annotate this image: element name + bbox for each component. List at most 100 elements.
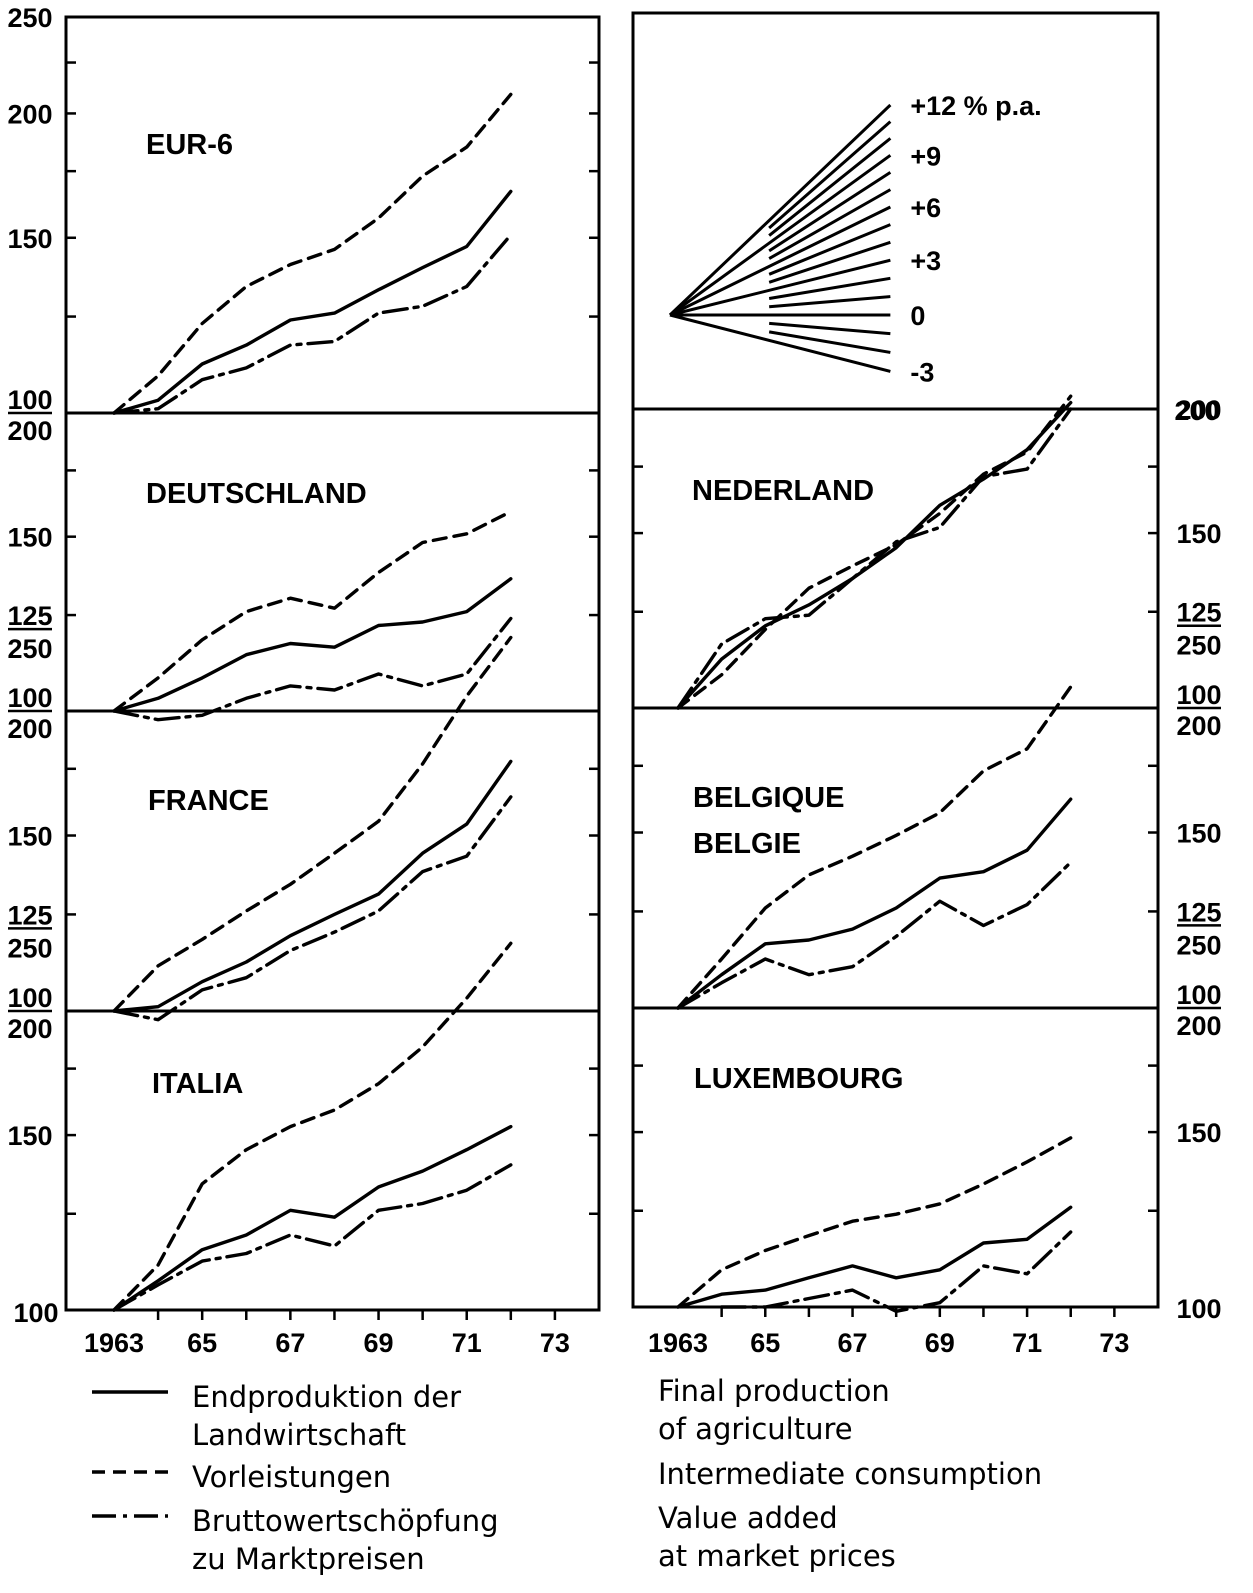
growth-rate-line [768, 276, 891, 300]
series-line-dash-dot [719, 1230, 1073, 1314]
x-tick-label: 67 [275, 1328, 305, 1358]
legend-swatches [92, 1390, 168, 1518]
y-tick-label: 200 [1176, 711, 1221, 741]
growth-rate-line [768, 240, 891, 284]
x-tick-label: 1963 [648, 1328, 708, 1358]
y-tick-label: 100 [7, 983, 52, 1013]
y-tick-label: 250 [1176, 930, 1221, 960]
series-line-dash-dot [676, 860, 1073, 1010]
series-line-dashed [112, 635, 513, 1013]
axis-labels: 1963 65 67 69 71 73 1963 65 67 69 71 73 250 200 150 150… [7, 3, 1221, 1358]
growth-rate-line [768, 188, 892, 260]
x-tick-label: 67 [838, 1328, 868, 1358]
growth-rate-line [769, 321, 891, 336]
growth-rate-line [768, 223, 891, 276]
panel-title: NEDERLAND [692, 475, 874, 507]
series-line-solid [676, 1205, 1073, 1309]
y-tick-label: 200 [7, 1014, 52, 1044]
x-tick-label: 69 [364, 1328, 394, 1358]
x-tick-label: 73 [540, 1328, 570, 1358]
growth-rate-line [768, 171, 892, 253]
series-line-solid [112, 189, 513, 415]
series-line-dashed [112, 509, 513, 713]
x-tick-label: 65 [187, 1328, 217, 1358]
y-tick-label: 125 [7, 900, 52, 930]
y-tick-label: 200 [1174, 396, 1219, 426]
panel-title: FRANCE [148, 785, 269, 817]
y-tick-label: 125 [1176, 598, 1221, 628]
y-tick-label: 250 [7, 3, 52, 33]
growth-rate-line [768, 137, 892, 237]
legend-de-final-production: Endproduktion der Landwirtschaft [192, 1380, 462, 1452]
x-tick-label: 71 [452, 1328, 482, 1358]
growth-rate-line [669, 258, 891, 317]
y-tick-label: 125 [1176, 897, 1221, 927]
series-line-dashed [112, 92, 513, 415]
x-tick-label: 71 [1012, 1328, 1042, 1358]
y-tick-label: 100 [1176, 980, 1221, 1010]
y-tick-label: 125 [7, 601, 52, 631]
legend-de-intermediate-consumption: Vorleistungen [192, 1460, 392, 1494]
series-line-dash-dot [676, 407, 1073, 710]
y-tick-label: 100 [7, 385, 52, 415]
y-tick-label: 250 [7, 933, 52, 963]
panel-title: BELGIE [693, 828, 801, 860]
y-tick-label: 200 [1176, 1011, 1221, 1041]
x-tick-label: 73 [1099, 1328, 1129, 1358]
y-tick-label: 150 [7, 1121, 52, 1151]
y-tick-label: 150 [1176, 1118, 1221, 1148]
series-line-dashed [112, 941, 513, 1312]
panel-title: ITALIA [152, 1068, 243, 1100]
growth-rate-line [768, 120, 892, 230]
y-tick-label: 100 [1176, 680, 1221, 710]
y-tick-label: 200 [1176, 395, 1221, 425]
y-tick-label: 100 [7, 683, 52, 713]
growth-rate-label: 0 [910, 301, 925, 331]
growth-rate-label: +12 % p.a. [910, 91, 1041, 121]
y-tick-label: 150 [7, 224, 52, 254]
y-tick-label: 150 [1176, 519, 1221, 549]
y-tick-label: 150 [7, 822, 52, 852]
growth-rate-label: +9 [910, 141, 941, 171]
legend-en-intermediate-consumption: Intermediate consumption [658, 1457, 1043, 1491]
growth-rate-label: -3 [910, 357, 934, 387]
growth-rate-line [668, 103, 892, 317]
growth-rate-line [669, 205, 892, 317]
panel-title: LUXEMBOURG [694, 1063, 903, 1095]
panel-title: BELGIQUE [693, 782, 844, 814]
y-tick-label: 150 [1176, 819, 1221, 849]
series-line-dashed [676, 685, 1073, 1010]
x-tick-label: 65 [750, 1328, 780, 1358]
series-line-dash-dot [112, 233, 513, 415]
series-line-dash-dot [112, 616, 513, 722]
y-tick-label: 250 [7, 634, 52, 664]
panel-title: DEUTSCHLAND [146, 478, 367, 510]
series-line-solid [676, 797, 1073, 1010]
series-line-solid [112, 577, 513, 713]
y-tick-label: 250 [1176, 631, 1221, 661]
y-tick-label: 150 [7, 523, 52, 553]
y-tick-label: 200 [7, 99, 52, 129]
growth-rate-line [669, 313, 891, 373]
left-panel-frame [64, 15, 601, 1312]
series-line-dashed [676, 1136, 1073, 1309]
panel-title: EUR-6 [146, 129, 233, 161]
growth-rate-line [768, 330, 891, 354]
legend-en-final-production: Final production of agriculture [658, 1374, 890, 1446]
growth-rate-line [769, 295, 891, 309]
growth-rate-label: +6 [910, 193, 941, 223]
panel-titles: EUR-6 DEUTSCHLAND FRANCE ITALIA NEDERLAND BEL… [146, 129, 903, 1100]
y-tick-label: 200 [7, 416, 52, 446]
growth-rate-label: +3 [910, 246, 941, 276]
series-line-solid [112, 759, 513, 1013]
growth-rate-key: +12 % p.a. +9 +6 +3 0 -3 [668, 91, 1042, 387]
tick-marks [66, 61, 1158, 1320]
series-line-dashed [676, 394, 1073, 710]
y-tick-label: 200 [7, 714, 52, 744]
y-tick-label: 100 [1176, 1294, 1221, 1324]
legend-en-value-added: Value added at market prices [658, 1501, 896, 1573]
x-tick-label: 69 [925, 1328, 955, 1358]
series-line-solid [112, 1124, 513, 1312]
legend-de-value-added: Bruttowertschöpfung zu Marktpreisen [192, 1504, 499, 1576]
